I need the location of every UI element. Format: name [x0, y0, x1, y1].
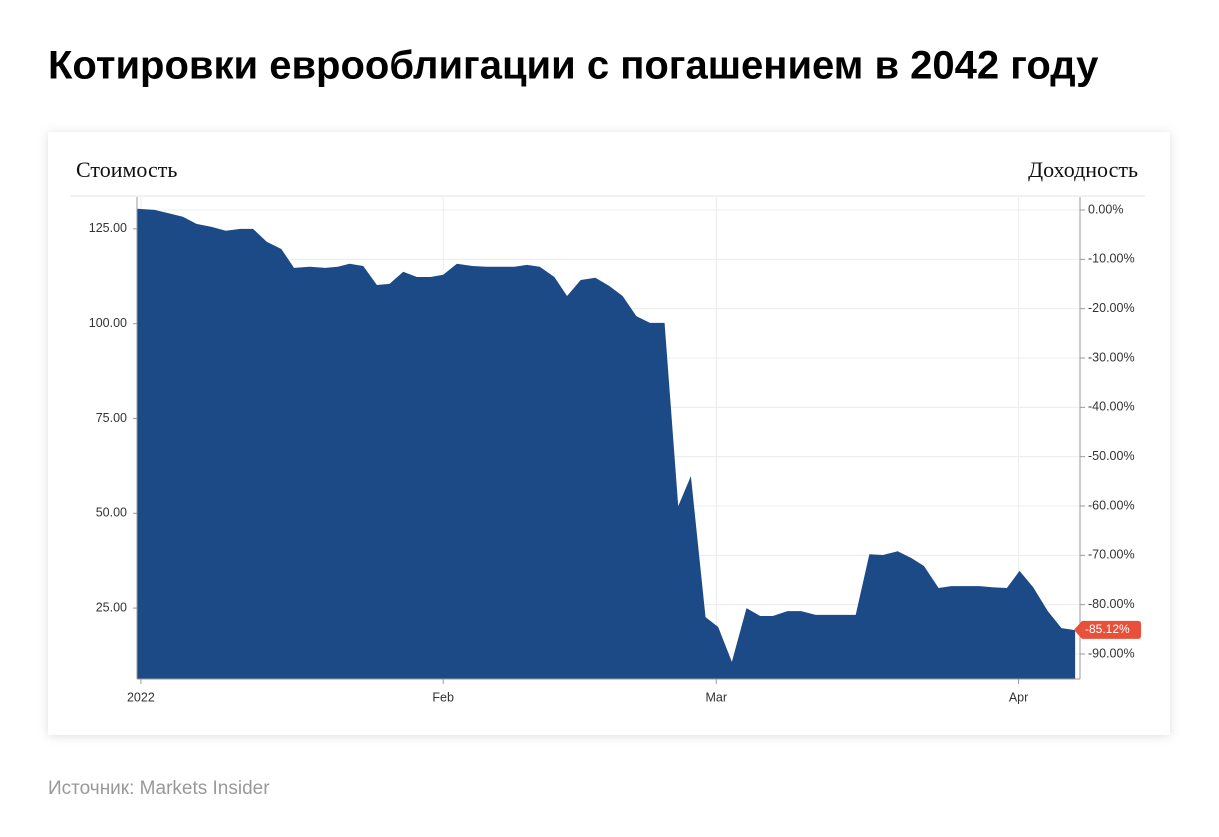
last-yield-tag	[1074, 620, 1141, 639]
y2-tick-label: -80.00%	[1088, 597, 1135, 611]
y2-tick-label: -20.00%	[1088, 301, 1135, 315]
area	[137, 208, 1076, 679]
x-tick-label: Feb	[432, 690, 454, 704]
y-tick-label: 100.00	[89, 316, 127, 330]
y2-tick-label: -30.00%	[1088, 350, 1135, 364]
source: Источник: Markets Insider	[48, 778, 270, 799]
y-axis-label: Стоимость	[76, 157, 177, 182]
y-tick-label: 125.00	[89, 221, 127, 235]
y2-tick-label: -10.00%	[1088, 252, 1135, 266]
y-tick-label: 75.00	[96, 411, 127, 425]
y2-tick-label: -60.00%	[1088, 498, 1135, 512]
x-tick-label: Mar	[705, 690, 727, 704]
x-tick-label: 2022	[127, 690, 155, 704]
last-yield-label: -85.12%	[1085, 622, 1130, 636]
y-tick-label: 25.00	[96, 600, 127, 614]
y2-tick-label: -70.00%	[1088, 548, 1135, 562]
y2-tick-label: -40.00%	[1088, 400, 1135, 414]
y2-tick-label: 0.00%	[1088, 202, 1123, 216]
chart-title: Котировки еврооблигации с погашением в 2…	[48, 44, 1099, 88]
y2-axis-label: Доходность	[1028, 157, 1138, 182]
x-tick-label: Apr	[1009, 690, 1028, 704]
y-tick-label: 50.00	[96, 506, 127, 520]
y2-tick-label: -90.00%	[1088, 646, 1135, 660]
y2-tick-label: -50.00%	[1088, 449, 1135, 463]
